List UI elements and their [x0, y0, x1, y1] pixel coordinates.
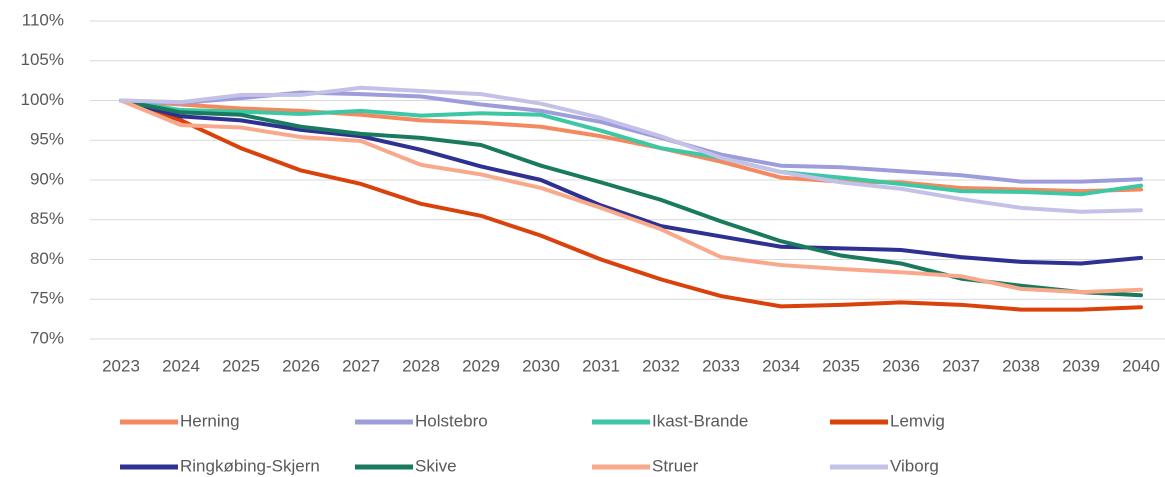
- x-tick-label: 2028: [402, 356, 440, 375]
- x-tick-label: 2039: [1062, 356, 1100, 375]
- series-line: [119, 98, 1143, 197]
- legend-label: Holstebro: [415, 411, 488, 430]
- x-tick-label: 2038: [1002, 356, 1040, 375]
- series-line: [119, 98, 1143, 266]
- series-line: [119, 98, 1143, 295]
- y-tick-label: 85%: [30, 209, 64, 228]
- x-tick-label: 2037: [942, 356, 980, 375]
- y-tick-label: 80%: [30, 249, 64, 268]
- legend-label: Viborg: [890, 456, 939, 475]
- x-tick-label: 2031: [582, 356, 620, 375]
- legend-label: Skive: [415, 456, 457, 475]
- legend-label: Lemvig: [890, 411, 945, 430]
- x-tick-label: 2040: [1122, 356, 1160, 375]
- x-tick-label: 2026: [282, 356, 320, 375]
- y-tick-label: 105%: [21, 50, 64, 69]
- x-tick-label: 2033: [702, 356, 740, 375]
- y-tick-label: 90%: [30, 169, 64, 188]
- y-tick-label: 70%: [30, 328, 64, 347]
- x-tick-label: 2032: [642, 356, 680, 375]
- x-tick-label: 2025: [222, 356, 260, 375]
- x-tick-label: 2034: [762, 356, 800, 375]
- series-line: [119, 85, 1143, 214]
- series-line: [119, 98, 1143, 312]
- series-line: [119, 90, 1143, 184]
- y-tick-label: 75%: [30, 289, 64, 308]
- y-tick-label: 95%: [30, 130, 64, 149]
- y-tick-label: 100%: [21, 90, 64, 109]
- x-tick-label: 2029: [462, 356, 500, 375]
- x-tick-label: 2023: [102, 356, 140, 375]
- x-tick-label: 2036: [882, 356, 920, 375]
- legend-label: Ikast-Brande: [652, 411, 748, 430]
- y-tick-label: 110%: [22, 10, 64, 29]
- x-tick-label: 2035: [822, 356, 860, 375]
- series-line: [119, 98, 1143, 194]
- x-tick-label: 2027: [342, 356, 380, 375]
- legend-label: Ringkøbing-Skjern: [180, 456, 320, 475]
- legend-label: Struer: [652, 456, 699, 475]
- x-tick-label: 2030: [522, 356, 560, 375]
- legend-label: Herning: [180, 411, 240, 430]
- x-tick-label: 2024: [162, 356, 200, 375]
